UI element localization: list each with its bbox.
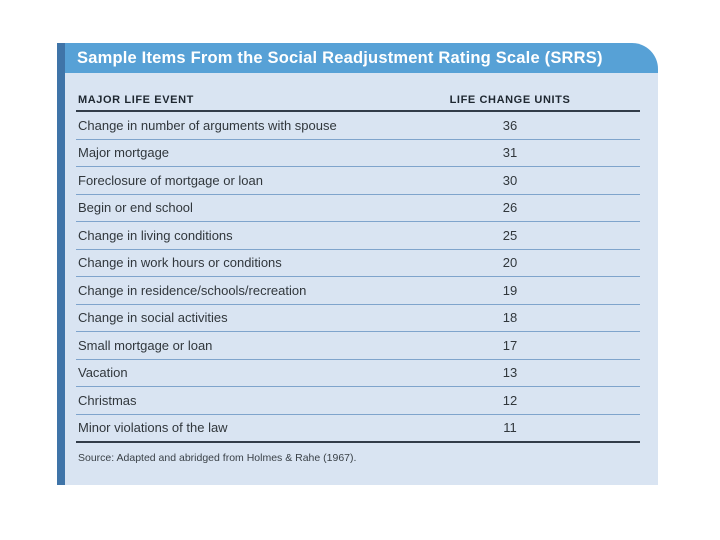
column-header-row: MAJOR LIFE EVENT LIFE CHANGE UNITS [76,73,640,112]
srrs-table-card: Sample Items From the Social Readjustmen… [57,43,658,485]
column-header-life-change-units: LIFE CHANGE UNITS [449,94,571,106]
event-cell: Christmas [78,392,137,408]
event-cell: Change in residence/schools/recreation [78,282,307,298]
event-cell: Begin or end school [78,200,193,216]
table-rows: Change in number of arguments with spous… [76,112,640,443]
event-cell: Minor violations of the law [78,420,228,436]
table-row: Change in number of arguments with spous… [76,112,640,140]
table-row: Minor violations of the law 11 [76,415,640,443]
event-cell: Change in number of arguments with spous… [78,117,337,133]
event-cell: Vacation [78,365,128,381]
table-title: Sample Items From the Social Readjustmen… [77,48,603,67]
source-note: Source: Adapted and abridged from Holmes… [78,452,357,464]
units-cell: 26 [502,200,518,216]
table-row: Major mortgage 31 [76,140,640,167]
units-cell: 19 [502,282,518,298]
table-row: Vacation 13 [76,360,640,387]
units-cell: 36 [502,117,518,133]
units-cell: 25 [502,227,518,243]
card-main: Sample Items From the Social Readjustmen… [65,43,658,485]
event-cell: Major mortgage [78,145,170,161]
units-cell: 17 [502,337,518,353]
table-row: Christmas 12 [76,387,640,415]
table-row: Change in social activities 18 [76,305,640,332]
card-left-accent-strip [57,43,65,485]
table-row: Small mortgage or loan 17 [76,332,640,360]
event-cell: Small mortgage or loan [78,337,213,353]
event-cell: Change in living conditions [78,227,233,243]
units-cell: 11 [503,420,517,436]
units-cell: 12 [502,392,518,408]
units-cell: 31 [502,145,518,161]
column-header-major-life-event: MAJOR LIFE EVENT [78,94,194,106]
event-cell: Change in social activities [78,310,228,326]
table-row: Foreclosure of mortgage or loan 30 [76,167,640,195]
units-cell: 30 [502,172,518,188]
table-title-bar: Sample Items From the Social Readjustmen… [65,43,658,73]
units-cell: 13 [502,365,518,381]
table-row: Change in residence/schools/recreation 19 [76,277,640,305]
units-cell: 20 [502,255,518,271]
table-row: Change in work hours or conditions 20 [76,250,640,277]
table-row: Change in living conditions 25 [76,222,640,250]
units-cell: 18 [502,310,518,326]
table-body: MAJOR LIFE EVENT LIFE CHANGE UNITS Chang… [65,73,658,485]
event-cell: Foreclosure of mortgage or loan [78,172,263,188]
table-row: Begin or end school 26 [76,195,640,222]
event-cell: Change in work hours or conditions [78,255,282,271]
